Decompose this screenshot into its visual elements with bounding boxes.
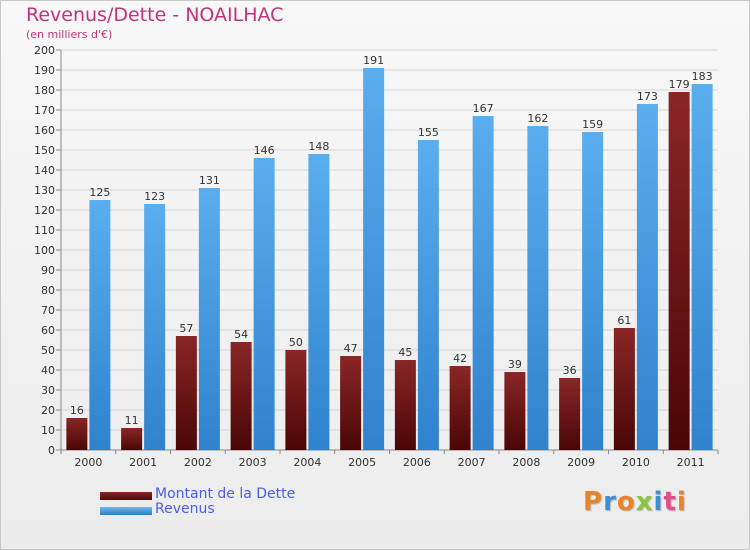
bar-revenus bbox=[253, 158, 275, 450]
bar-dette bbox=[121, 428, 143, 450]
y-tick-label: 130 bbox=[34, 184, 55, 197]
data-label: 54 bbox=[234, 328, 248, 341]
bar-revenus bbox=[527, 126, 549, 450]
bar-revenus bbox=[363, 68, 385, 450]
y-tick-label: 110 bbox=[34, 224, 55, 237]
proxiti-logo: Proxiti bbox=[583, 487, 687, 517]
bar-dette bbox=[394, 360, 416, 450]
data-label: 167 bbox=[473, 102, 494, 115]
x-tick-label: 2004 bbox=[293, 456, 321, 469]
y-tick-label: 140 bbox=[34, 164, 55, 177]
y-tick-label: 60 bbox=[41, 324, 55, 337]
x-tick-label: 2011 bbox=[677, 456, 705, 469]
bar-revenus bbox=[198, 188, 220, 450]
data-label: 155 bbox=[418, 126, 439, 139]
data-label: 11 bbox=[125, 414, 139, 427]
y-tick-label: 100 bbox=[34, 244, 55, 257]
y-tick-label: 30 bbox=[41, 384, 55, 397]
bar-revenus bbox=[582, 132, 604, 450]
y-tick-label: 80 bbox=[41, 284, 55, 297]
legend-label-dette: Montant de la Dette bbox=[155, 486, 296, 502]
bar-dette bbox=[230, 342, 252, 450]
y-tick-label: 40 bbox=[41, 364, 55, 377]
bar-dette bbox=[668, 92, 690, 450]
x-tick-label: 2000 bbox=[74, 456, 102, 469]
x-tick-label: 2002 bbox=[184, 456, 212, 469]
data-label: 36 bbox=[563, 364, 577, 377]
bar-dette bbox=[504, 372, 526, 450]
y-tick-label: 150 bbox=[34, 144, 55, 157]
data-label: 39 bbox=[508, 358, 522, 371]
bar-revenus bbox=[308, 154, 330, 450]
x-tick-label: 2008 bbox=[512, 456, 540, 469]
x-tick-label: 2001 bbox=[129, 456, 157, 469]
legend-swatch-dette bbox=[100, 492, 152, 500]
data-label: 179 bbox=[669, 78, 690, 91]
y-tick-label: 190 bbox=[34, 64, 55, 77]
data-label: 61 bbox=[617, 314, 631, 327]
x-tick-label: 2010 bbox=[622, 456, 650, 469]
data-label: 162 bbox=[527, 112, 548, 125]
data-label: 183 bbox=[692, 70, 713, 83]
legend-label-revenus: Revenus bbox=[155, 501, 215, 517]
y-tick-label: 10 bbox=[41, 424, 55, 437]
data-label: 47 bbox=[344, 342, 358, 355]
x-tick-label: 2006 bbox=[403, 456, 431, 469]
y-tick-label: 70 bbox=[41, 304, 55, 317]
data-label: 42 bbox=[453, 352, 467, 365]
bar-revenus bbox=[144, 204, 166, 450]
chart-title: Revenus/Dette - NOAILHAC bbox=[26, 4, 284, 26]
data-label: 148 bbox=[308, 140, 329, 153]
data-label: 159 bbox=[582, 118, 603, 131]
x-tick-label: 2005 bbox=[348, 456, 376, 469]
bar-dette bbox=[285, 350, 307, 450]
data-label: 50 bbox=[289, 336, 303, 349]
bar-dette bbox=[559, 378, 581, 450]
data-label: 191 bbox=[363, 54, 384, 67]
data-label: 16 bbox=[70, 404, 84, 417]
data-label: 131 bbox=[199, 174, 220, 187]
x-tick-label: 2003 bbox=[239, 456, 267, 469]
data-label: 45 bbox=[398, 346, 412, 359]
y-tick-label: 160 bbox=[34, 124, 55, 137]
chart-subtitle: (en milliers d'€) bbox=[26, 28, 113, 41]
data-label: 123 bbox=[144, 190, 165, 203]
bar-dette bbox=[613, 328, 635, 450]
bar-revenus bbox=[417, 140, 439, 450]
bar-dette bbox=[175, 336, 197, 450]
bar-dette bbox=[449, 366, 471, 450]
bar-dette bbox=[66, 418, 88, 450]
y-tick-label: 200 bbox=[34, 44, 55, 57]
bar-dette bbox=[340, 356, 362, 450]
y-tick-label: 0 bbox=[48, 444, 55, 457]
data-label: 173 bbox=[637, 90, 658, 103]
bar-revenus bbox=[89, 200, 111, 450]
x-tick-label: 2007 bbox=[458, 456, 486, 469]
bar-revenus bbox=[636, 104, 658, 450]
bar-revenus bbox=[472, 116, 494, 450]
y-tick-label: 180 bbox=[34, 84, 55, 97]
x-tick-label: 2009 bbox=[567, 456, 595, 469]
y-tick-label: 50 bbox=[41, 344, 55, 357]
data-label: 125 bbox=[89, 186, 110, 199]
y-tick-label: 90 bbox=[41, 264, 55, 277]
bar-revenus bbox=[691, 84, 713, 450]
y-tick-label: 120 bbox=[34, 204, 55, 217]
y-tick-label: 20 bbox=[41, 404, 55, 417]
legend-swatch-revenus bbox=[100, 507, 152, 515]
data-label: 57 bbox=[179, 322, 193, 335]
y-tick-label: 170 bbox=[34, 104, 55, 117]
data-label: 146 bbox=[254, 144, 275, 157]
